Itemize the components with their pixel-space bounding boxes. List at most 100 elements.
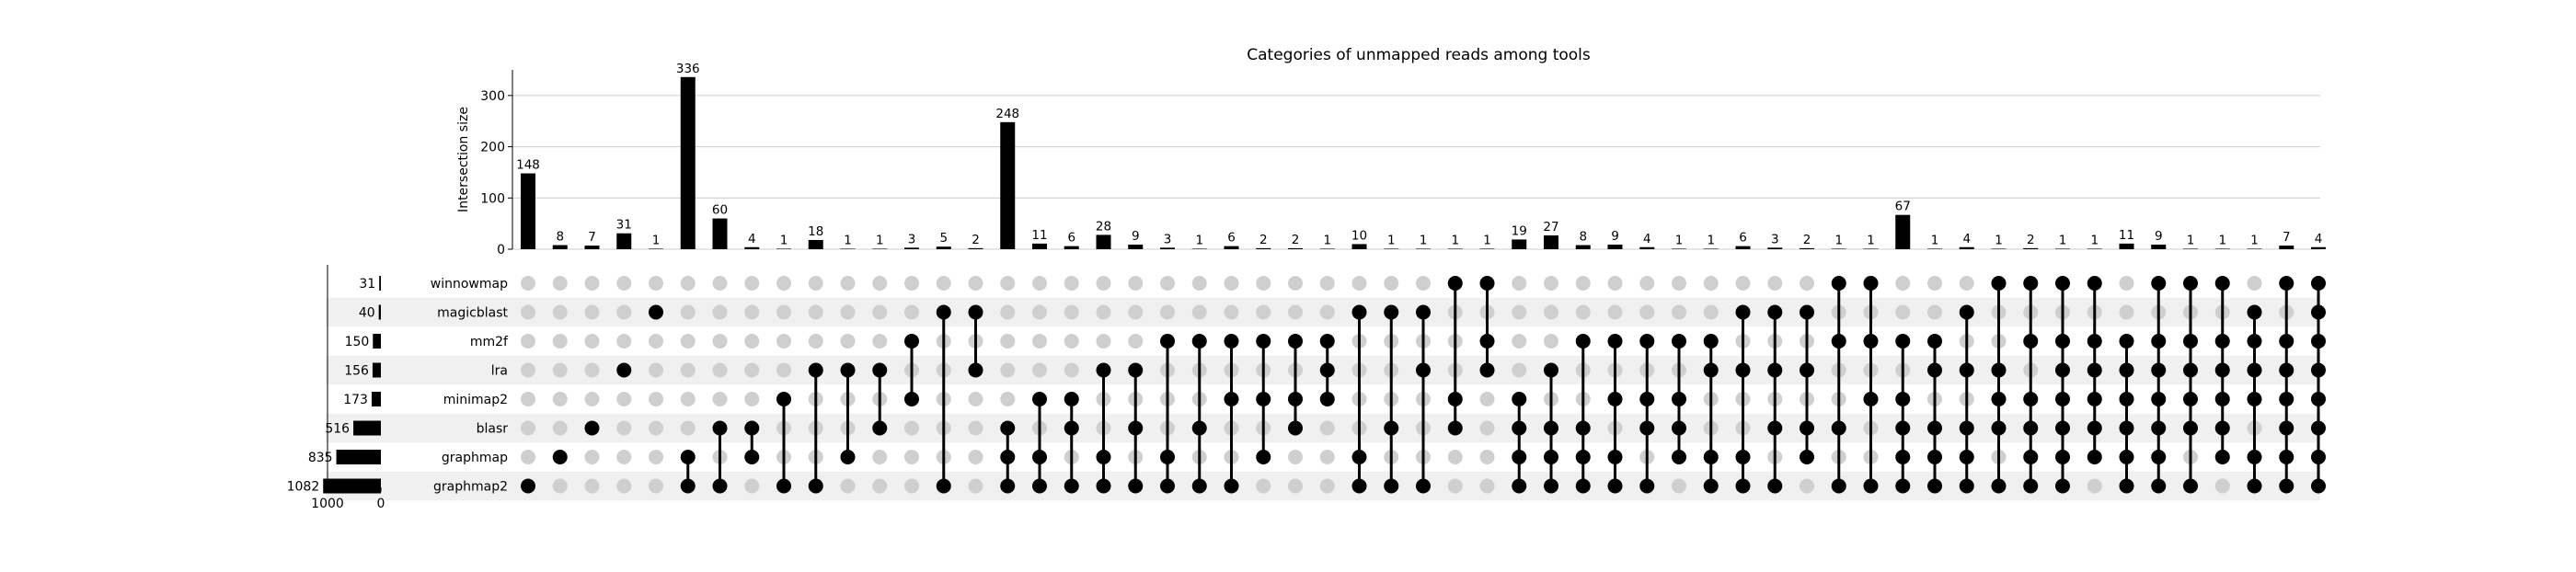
matrix-dot-active bbox=[1351, 304, 1367, 320]
intersection-value-label: 2 bbox=[1803, 233, 1811, 247]
matrix-dot-inactive bbox=[744, 362, 760, 378]
matrix-dot-inactive bbox=[1064, 304, 1079, 320]
matrix-dot-active bbox=[1544, 478, 1558, 494]
matrix-dot-active bbox=[1191, 478, 1207, 494]
matrix-dot-inactive bbox=[680, 276, 696, 291]
matrix-dot-inactive bbox=[1128, 334, 1144, 349]
matrix-dot-active bbox=[1160, 450, 1175, 464]
matrix-dot-active bbox=[1032, 450, 1047, 464]
matrix-dot-inactive bbox=[552, 392, 568, 406]
matrix-dot-active bbox=[2214, 362, 2230, 378]
intersection-bar bbox=[1927, 248, 1942, 249]
matrix-dot-inactive bbox=[968, 450, 983, 464]
matrix-dot-inactive bbox=[744, 304, 760, 320]
y-axis-title: Intersection size bbox=[456, 107, 471, 212]
matrix-dot-active bbox=[1351, 478, 1367, 494]
intersection-bar bbox=[840, 248, 856, 249]
matrix-dot-inactive bbox=[744, 276, 760, 291]
matrix-dot-active bbox=[2311, 392, 2326, 406]
matrix-dot-inactive bbox=[1544, 304, 1558, 320]
matrix-dot-inactive bbox=[1703, 276, 1719, 291]
matrix-dot-inactive bbox=[872, 304, 888, 320]
matrix-dot-active bbox=[1479, 362, 1495, 378]
intersection-bar bbox=[1959, 246, 1974, 249]
matrix-dot-active bbox=[2119, 392, 2134, 406]
matrix-dot-active bbox=[2311, 276, 2326, 291]
intersection-bar bbox=[904, 247, 919, 249]
matrix-dot-active bbox=[1863, 392, 1879, 406]
matrix-dot-inactive bbox=[1479, 478, 1495, 494]
matrix-dot-inactive bbox=[649, 334, 663, 349]
intersection-bar bbox=[1416, 248, 1431, 249]
matrix-dot-active bbox=[2023, 450, 2039, 464]
matrix-dot-inactive bbox=[616, 304, 632, 320]
matrix-dot-inactive bbox=[521, 276, 535, 291]
matrix-dot-active bbox=[1959, 362, 1974, 378]
matrix-dot-active bbox=[1991, 392, 2007, 406]
matrix-dot-inactive bbox=[1512, 276, 1527, 291]
matrix-dot-inactive bbox=[776, 304, 791, 320]
matrix-dot-active bbox=[2279, 478, 2294, 494]
matrix-dot-inactive bbox=[872, 450, 888, 464]
matrix-dot-inactive bbox=[1256, 478, 1271, 494]
intersection-value-label: 8 bbox=[556, 230, 564, 245]
matrix-dot-active bbox=[872, 362, 888, 378]
matrix-dot-active bbox=[1672, 392, 1686, 406]
matrix-dot-active bbox=[1831, 478, 1846, 494]
set-size-bar bbox=[373, 334, 381, 349]
intersection-bar bbox=[1991, 248, 2007, 249]
matrix-dot-active bbox=[1544, 420, 1558, 436]
matrix-dot-inactive bbox=[904, 420, 919, 436]
matrix-dot-active bbox=[1735, 478, 1751, 494]
matrix-dot-inactive bbox=[1512, 304, 1527, 320]
matrix-dot-active bbox=[2279, 334, 2294, 349]
matrix-dot-inactive bbox=[1064, 362, 1079, 378]
intersection-bar bbox=[1639, 246, 1655, 249]
matrix-dot-inactive bbox=[1479, 420, 1495, 436]
matrix-dot-active bbox=[1000, 450, 1016, 464]
intersection-value-label: 2 bbox=[972, 233, 980, 247]
matrix-dot-inactive bbox=[1224, 276, 1239, 291]
matrix-dot-active bbox=[840, 362, 856, 378]
matrix-dot-active bbox=[808, 478, 823, 494]
intersection-bar bbox=[1000, 121, 1016, 249]
intersection-value-label: 8 bbox=[1579, 230, 1587, 245]
set-name-label: graphmap bbox=[442, 451, 508, 465]
matrix-dot-inactive bbox=[904, 450, 919, 464]
set-size-label: 1082 bbox=[287, 480, 320, 495]
matrix-dot-active bbox=[2214, 276, 2230, 291]
intersection-value-label: 248 bbox=[995, 107, 1019, 121]
matrix-dot-inactive bbox=[1319, 478, 1335, 494]
intersection-bar bbox=[808, 239, 823, 249]
intersection-value-label: 1 bbox=[1387, 233, 1396, 247]
matrix-dot-active bbox=[1927, 362, 1942, 378]
matrix-dot-active bbox=[1895, 392, 1911, 406]
matrix-dot-active bbox=[2183, 334, 2198, 349]
matrix-dot-active bbox=[808, 362, 823, 378]
matrix-dot-inactive bbox=[1128, 304, 1144, 320]
matrix-dot-active bbox=[2214, 420, 2230, 436]
matrix-dot-active bbox=[1256, 450, 1271, 464]
matrix-dot-inactive bbox=[1288, 304, 1303, 320]
intersection-value-label: 1 bbox=[1483, 233, 1491, 247]
matrix-dot-active bbox=[2311, 420, 2326, 436]
matrix-dot-active bbox=[1319, 392, 1335, 406]
matrix-dot-inactive bbox=[1000, 362, 1016, 378]
matrix-dot-active bbox=[2247, 304, 2262, 320]
matrix-dot-active bbox=[904, 334, 919, 349]
matrix-dot-inactive bbox=[1607, 304, 1623, 320]
intersection-value-label: 60 bbox=[712, 203, 728, 218]
matrix-dot-active bbox=[2151, 478, 2167, 494]
matrix-dot-active bbox=[1927, 450, 1942, 464]
intersection-bar bbox=[2247, 248, 2262, 249]
matrix-dot-inactive bbox=[936, 276, 951, 291]
matrix-dot-active bbox=[1000, 420, 1016, 436]
matrix-dot-active bbox=[1288, 392, 1303, 406]
matrix-dot-inactive bbox=[1032, 304, 1047, 320]
intersection-value-label: 1 bbox=[2090, 233, 2099, 247]
matrix-dot-active bbox=[1096, 478, 1111, 494]
matrix-dot-active bbox=[1128, 362, 1144, 378]
matrix-dot-inactive bbox=[1160, 304, 1175, 320]
intersection-bar bbox=[680, 76, 696, 249]
